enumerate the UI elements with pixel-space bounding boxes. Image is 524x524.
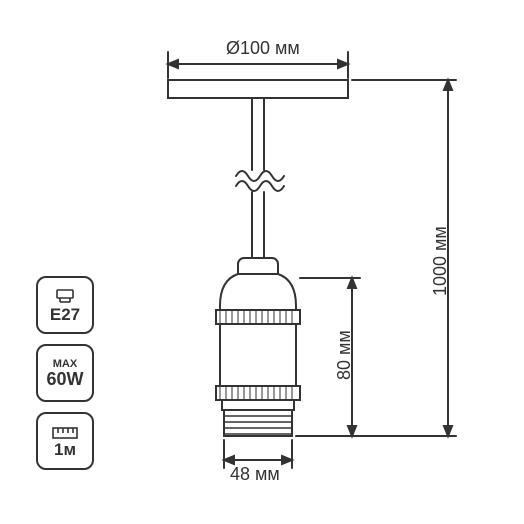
bulb-socket-icon: [54, 288, 76, 306]
dim-total-height: 1000 мм: [430, 226, 451, 296]
spec-cable-length: 1м: [36, 412, 94, 470]
spec-socket-label: E27: [50, 306, 80, 323]
dim-base-width: 48 мм: [230, 464, 280, 485]
dim-top-diameter: Ø100 мм: [226, 38, 300, 59]
spec-cable-label: 1м: [54, 441, 76, 458]
spec-power-prefix: MAX: [53, 359, 77, 370]
spec-max-power: MAX 60W: [36, 344, 94, 402]
ruler-icon: [51, 425, 79, 441]
spec-socket-type: E27: [36, 276, 94, 334]
dim-socket-height: 80 мм: [334, 330, 355, 380]
spec-power-value: 60W: [46, 370, 83, 388]
